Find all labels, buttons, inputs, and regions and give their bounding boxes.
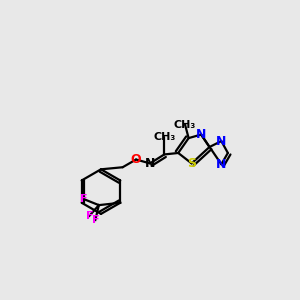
Text: F: F (80, 194, 88, 204)
Text: CH₃: CH₃ (174, 120, 196, 130)
Text: N: N (216, 158, 226, 171)
Text: N: N (216, 135, 226, 148)
Text: F: F (92, 215, 99, 225)
Text: S: S (187, 157, 196, 170)
Text: N: N (145, 157, 155, 170)
Text: N: N (196, 128, 206, 141)
Text: CH₃: CH₃ (153, 132, 176, 142)
Text: F: F (85, 211, 93, 221)
Text: O: O (131, 153, 141, 166)
